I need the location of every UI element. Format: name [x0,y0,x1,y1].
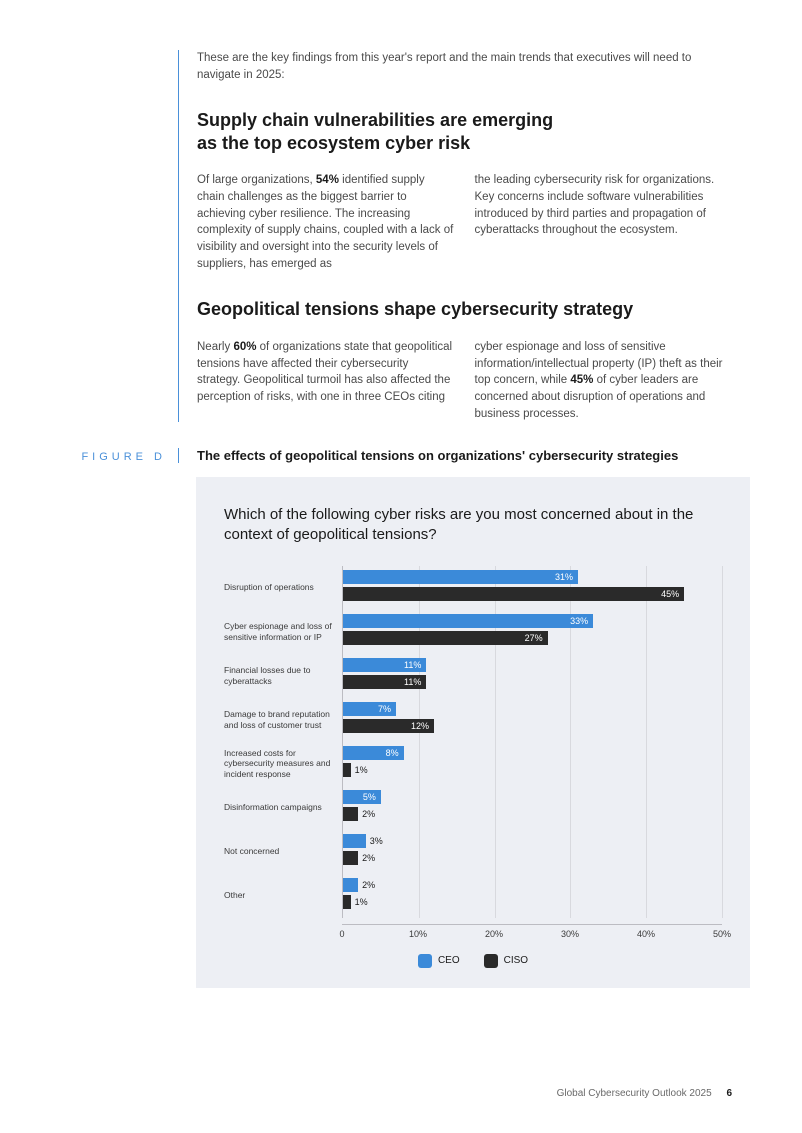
section1-col1: Of large organizations, 54% identified s… [197,172,455,272]
s2c2-bold: 45% [570,374,593,386]
s2-bold: 60% [233,341,256,353]
category-label: Cyber espionage and loss of sensitive in… [224,621,336,642]
bars-column: 31% 45% 33% 27% 11% 11% 7% 12% 8% 1% 5% 2% 3% 2% 2% 1% [342,566,722,918]
legend-item: CEO [418,954,460,968]
category-label: Disruption of operations [224,582,336,593]
legend-item: CISO [484,954,528,968]
bar-ciso: 2% [343,851,722,865]
section1-col2: the leading cybersecurity risk for organ… [475,172,733,272]
chart-legend: CEO CISO [224,954,722,968]
section2-col1: Nearly 60% of organizations state that g… [197,339,455,422]
x-axis: 010%20%30%40%50% [342,924,722,940]
x-tick: 10% [409,929,427,939]
bar-ceo: 11% [343,658,722,672]
category-label: Disinformation campaigns [224,802,336,813]
bar-ceo: 3% [343,834,722,848]
s2-pre: Nearly [197,341,233,353]
section1-heading: Supply chain vulnerabilities are emergin… [197,109,732,154]
bar-ciso: 2% [343,807,722,821]
heading-line1: Supply chain vulnerabilities are emergin… [197,110,553,130]
x-tick: 20% [485,929,503,939]
category-column: Disruption of operations Cyber espionage … [224,566,342,918]
bar-ceo: 8% [343,746,722,760]
bar-ceo: 7% [343,702,722,716]
bar-ciso: 27% [343,631,722,645]
footer-text: Global Cybersecurity Outlook 2025 [557,1088,712,1099]
s1-post: identified supply chain challenges as th… [197,174,453,269]
figure-title: The effects of geopolitical tensions on … [178,448,732,463]
section2-heading: Geopolitical tensions shape cybersecurit… [197,298,732,321]
category-label: Not concerned [224,846,336,857]
bar-ceo: 5% [343,790,722,804]
section2-body: Nearly 60% of organizations state that g… [197,339,732,422]
figure-label: FIGURE D [70,451,178,463]
bar-ciso: 45% [343,587,722,601]
bar-ciso: 11% [343,675,722,689]
bar-ciso: 1% [343,895,722,909]
s1-pre: Of large organizations, [197,174,316,186]
bar-ceo: 33% [343,614,722,628]
intro-text: These are the key findings from this yea… [197,50,732,83]
chart-title: Which of the following cyber risks are y… [224,505,722,546]
bar-ceo: 31% [343,570,722,584]
bar-ceo: 2% [343,878,722,892]
category-label: Damage to brand reputation and loss of c… [224,709,336,730]
x-tick: 40% [637,929,655,939]
category-label: Financial losses due to cyberattacks [224,665,336,686]
x-tick: 50% [713,929,731,939]
chart-area: Disruption of operations Cyber espionage … [224,566,722,918]
section2-col2: cyber espionage and loss of sensitive in… [475,339,733,422]
category-label: Other [224,890,336,901]
bar-ciso: 12% [343,719,722,733]
page-number: 6 [726,1088,732,1099]
chart-container: Which of the following cyber risks are y… [196,477,750,988]
s1-bold: 54% [316,174,339,186]
x-tick: 0 [339,929,344,939]
x-tick: 30% [561,929,579,939]
heading-line2: as the top ecosystem cyber risk [197,133,470,153]
section1-body: Of large organizations, 54% identified s… [197,172,732,272]
page-footer: Global Cybersecurity Outlook 2025 6 [557,1088,732,1099]
bar-ciso: 1% [343,763,722,777]
category-label: Increased costs for cybersecurity measur… [224,748,336,780]
